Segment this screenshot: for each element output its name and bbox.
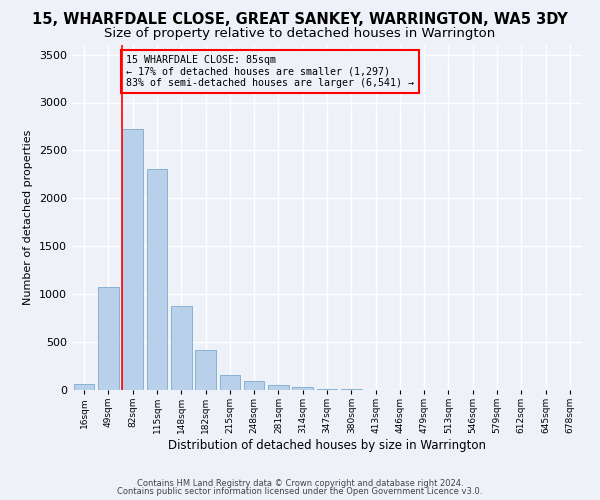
Bar: [171, 306, 191, 390]
Bar: [220, 374, 240, 390]
Bar: [341, 389, 362, 390]
Text: 15, WHARFDALE CLOSE, GREAT SANKEY, WARRINGTON, WA5 3DY: 15, WHARFDALE CLOSE, GREAT SANKEY, WARRI…: [32, 12, 568, 28]
Bar: [98, 286, 119, 390]
Bar: [122, 130, 143, 390]
X-axis label: Distribution of detached houses by size in Warrington: Distribution of detached houses by size …: [168, 439, 486, 452]
Bar: [292, 386, 313, 390]
Text: Size of property relative to detached houses in Warrington: Size of property relative to detached ho…: [104, 28, 496, 40]
Text: Contains HM Land Registry data © Crown copyright and database right 2024.: Contains HM Land Registry data © Crown c…: [137, 478, 463, 488]
Bar: [317, 388, 337, 390]
Text: Contains public sector information licensed under the Open Government Licence v3: Contains public sector information licen…: [118, 487, 482, 496]
Bar: [195, 350, 216, 390]
Bar: [74, 384, 94, 390]
Bar: [268, 384, 289, 390]
Bar: [146, 168, 167, 390]
Text: 15 WHARFDALE CLOSE: 85sqm
← 17% of detached houses are smaller (1,297)
83% of se: 15 WHARFDALE CLOSE: 85sqm ← 17% of detac…: [126, 54, 414, 88]
Bar: [244, 382, 265, 390]
Y-axis label: Number of detached properties: Number of detached properties: [23, 130, 34, 305]
